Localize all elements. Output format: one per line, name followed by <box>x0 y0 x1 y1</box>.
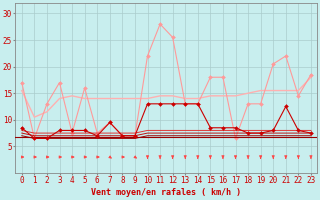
X-axis label: Vent moyen/en rafales ( km/h ): Vent moyen/en rafales ( km/h ) <box>92 188 241 197</box>
